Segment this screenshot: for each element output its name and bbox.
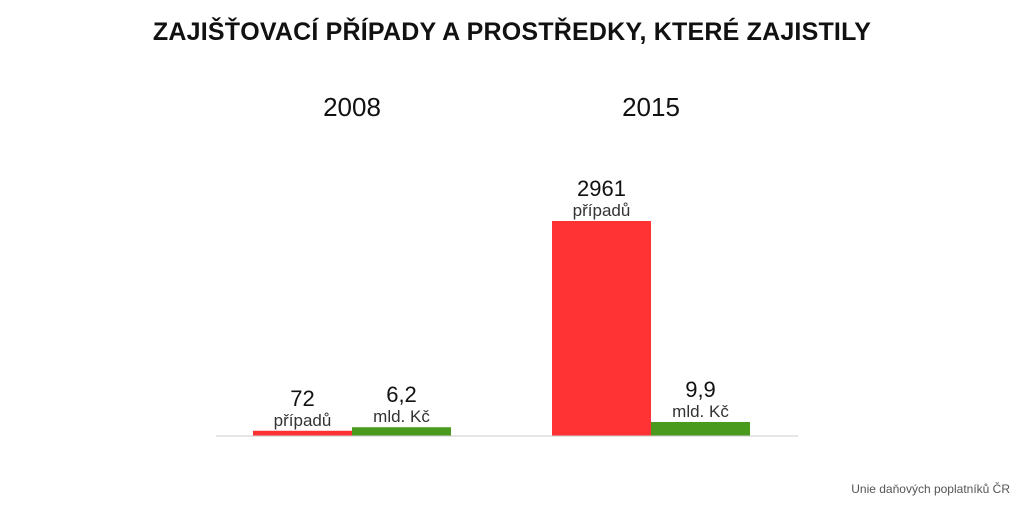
bar xyxy=(352,427,451,436)
data-label: 6,2 xyxy=(386,382,417,407)
category-label: 2015 xyxy=(622,92,680,122)
bar xyxy=(552,221,651,436)
bar xyxy=(253,430,352,436)
data-label: 72 xyxy=(290,386,314,411)
data-label: 9,9 xyxy=(685,377,716,402)
bar xyxy=(651,422,750,436)
unit-label: mld. Kč xyxy=(373,407,430,426)
category-label: 2008 xyxy=(323,92,381,122)
unit-label: mld. Kč xyxy=(672,402,729,421)
data-label: 2961 xyxy=(577,176,626,201)
unit-label: případů xyxy=(573,201,631,220)
source-note: Unie daňových poplatníků ČR xyxy=(851,482,1010,496)
unit-label: případů xyxy=(274,411,332,430)
chart-title: ZAJIŠŤOVACÍ PŘÍPADY A PROSTŘEDKY, KTERÉ … xyxy=(152,18,872,46)
